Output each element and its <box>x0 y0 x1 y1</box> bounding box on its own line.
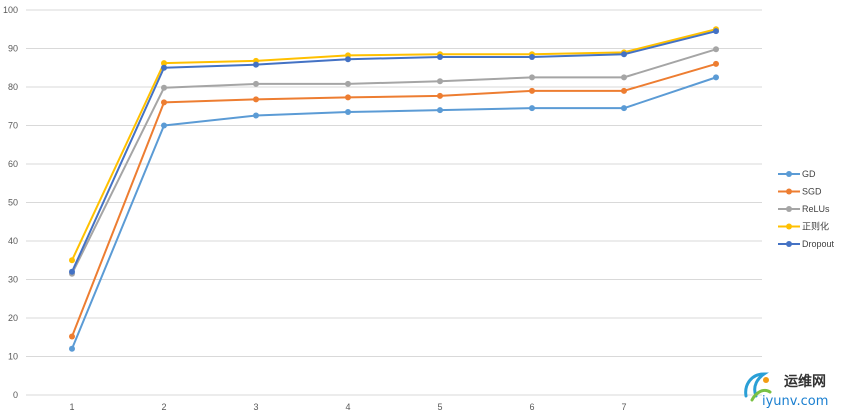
y-tick-label: 30 <box>8 275 18 285</box>
y-tick-label: 80 <box>8 82 18 92</box>
data-point <box>161 99 167 106</box>
y-tick-label: 20 <box>8 313 18 323</box>
data-point <box>345 80 351 87</box>
data-point <box>713 60 719 67</box>
watermark-brand-cn: 运维网 <box>784 373 826 390</box>
legend-marker <box>786 223 792 230</box>
data-point <box>253 96 259 103</box>
data-point <box>437 107 443 114</box>
data-point <box>345 94 351 101</box>
legend-item: Dropout <box>778 239 835 249</box>
legend-item: GD <box>778 169 816 179</box>
x-tick-label: 4 <box>345 402 350 412</box>
data-point <box>437 53 443 60</box>
x-axis-ticks: 1 2 3 4 5 6 7 <box>69 402 626 412</box>
y-tick-label: 100 <box>3 5 18 15</box>
data-point <box>621 74 627 81</box>
watermark-logo: 运维网 iyunv.com <box>744 372 828 409</box>
legend-label: GD <box>802 169 816 179</box>
series-line-2 <box>71 48 717 275</box>
data-point <box>713 74 719 81</box>
data-point <box>621 51 627 58</box>
data-point <box>161 60 167 67</box>
legend-label: ReLUs <box>802 204 830 214</box>
data-point <box>69 333 75 340</box>
x-tick-label: 3 <box>253 402 258 412</box>
data-point <box>253 61 259 68</box>
legend-label: SGD <box>802 187 822 197</box>
legend-marker <box>786 206 792 212</box>
series-line-4 <box>71 30 717 273</box>
data-point <box>69 345 75 352</box>
series-line-3 <box>71 28 717 262</box>
data-point <box>253 112 259 119</box>
legend-marker <box>786 171 792 177</box>
data-point <box>161 64 167 71</box>
data-point <box>437 92 443 99</box>
data-point <box>529 105 535 112</box>
data-point <box>345 109 351 116</box>
data-point <box>345 56 351 63</box>
data-point <box>713 28 719 35</box>
data-point <box>69 257 75 264</box>
gridlines <box>26 9 762 396</box>
legend-label: 正则化 <box>802 221 829 232</box>
x-tick-label: 6 <box>529 402 534 412</box>
data-point <box>161 122 167 129</box>
series-line-1 <box>71 62 717 338</box>
series-line-0 <box>71 76 717 350</box>
x-tick-label: 5 <box>437 402 442 412</box>
y-tick-label: 40 <box>8 236 18 246</box>
data-point <box>529 87 535 94</box>
y-tick-label: 10 <box>8 352 18 362</box>
y-axis-ticks: 0 10 20 30 40 50 60 70 80 90 100 <box>3 5 18 400</box>
data-point <box>253 80 259 87</box>
x-tick-label: 2 <box>161 402 166 412</box>
data-point <box>437 78 443 85</box>
legend-item: 正则化 <box>778 221 829 232</box>
watermark-swirl-icon <box>744 372 772 402</box>
series-lines <box>69 26 719 352</box>
y-tick-label: 60 <box>8 159 18 169</box>
x-tick-label: 1 <box>69 402 74 412</box>
data-point <box>529 74 535 81</box>
legend-label: Dropout <box>802 239 835 249</box>
y-tick-label: 0 <box>13 390 18 400</box>
legend-marker <box>786 188 792 195</box>
data-point <box>69 268 75 275</box>
legend-marker <box>786 241 792 247</box>
data-point <box>529 53 535 60</box>
y-tick-label: 70 <box>8 121 18 131</box>
data-point <box>621 105 627 112</box>
data-point <box>161 84 167 91</box>
data-point <box>621 87 627 94</box>
y-tick-label: 90 <box>8 44 18 54</box>
legend-item: ReLUs <box>778 204 830 214</box>
legend-item: SGD <box>778 187 822 197</box>
data-point <box>713 46 719 53</box>
watermark-brand-url: iyunv.com <box>762 394 828 409</box>
legend: GD SGD ReLUs 正则化 Dropout <box>778 169 835 249</box>
x-tick-label: 7 <box>621 402 626 412</box>
y-tick-label: 50 <box>8 198 18 208</box>
